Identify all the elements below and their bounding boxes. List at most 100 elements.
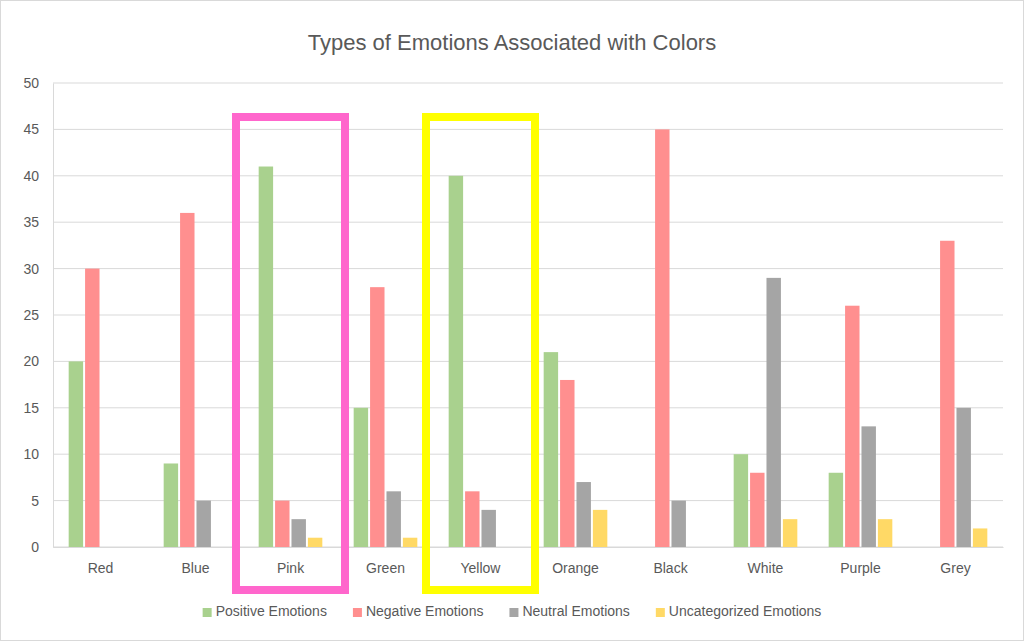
bar xyxy=(386,491,400,547)
bar xyxy=(85,269,99,547)
legend-label: Negative Emotions xyxy=(366,603,484,619)
x-axis: Red Blue Pink Green Yellow Orange Black White Pu… xyxy=(54,547,1004,576)
bar xyxy=(671,501,685,547)
highlights xyxy=(236,117,535,590)
y-tick-label: 20 xyxy=(23,353,39,369)
y-tick: 10 xyxy=(23,446,53,462)
bar xyxy=(829,473,843,547)
legend-item: Positive Emotions xyxy=(203,603,327,619)
bar xyxy=(878,519,892,547)
bar xyxy=(196,501,210,547)
y-tick: 15 xyxy=(23,400,53,416)
chart-frame xyxy=(1,1,1024,641)
grid-line xyxy=(53,83,1003,84)
bar xyxy=(354,408,368,547)
y-tick: 20 xyxy=(23,353,53,369)
x-tick: White xyxy=(748,547,784,576)
x-tick: Red xyxy=(88,547,114,576)
x-tick: Pink xyxy=(277,547,305,576)
bars xyxy=(69,129,988,547)
x-tick-label: Grey xyxy=(940,560,970,576)
grid-line xyxy=(53,129,1003,130)
bar xyxy=(924,547,938,548)
grid-line xyxy=(53,315,1003,316)
bar xyxy=(688,547,702,548)
y-tick-label: 25 xyxy=(23,307,39,323)
bar xyxy=(845,306,859,547)
y-tick: 50 xyxy=(23,75,53,91)
legend-swatch xyxy=(353,608,362,617)
x-tick-label: White xyxy=(748,560,784,576)
y-tick-label: 15 xyxy=(23,400,39,416)
bar xyxy=(766,278,780,547)
x-tick: Black xyxy=(653,547,688,576)
bar-series xyxy=(308,510,987,547)
bar xyxy=(118,547,132,548)
grid-line xyxy=(53,268,1003,269)
x-tick: Blue xyxy=(181,547,209,576)
x-tick-label: Orange xyxy=(552,560,599,576)
legend-item: Negative Emotions xyxy=(353,603,484,619)
bar xyxy=(465,491,479,547)
y-tick: 45 xyxy=(23,121,53,137)
bar xyxy=(101,547,115,548)
bar xyxy=(861,426,875,547)
bar xyxy=(576,482,590,547)
x-tick: Orange xyxy=(552,547,599,576)
grid-line xyxy=(53,407,1003,408)
x-tick-label: Purple xyxy=(840,560,881,576)
bar xyxy=(783,519,797,547)
legend-label: Neutral Emotions xyxy=(522,603,629,619)
y-tick: 40 xyxy=(23,168,53,184)
y-tick-label: 5 xyxy=(31,493,39,509)
legend-swatch xyxy=(203,608,212,617)
x-tick-label: Black xyxy=(653,560,688,576)
bar xyxy=(69,361,83,547)
x-tick: Green xyxy=(366,547,405,576)
bar xyxy=(180,213,194,547)
chart-title: Types of Emotions Associated with Colors xyxy=(308,30,716,55)
bar xyxy=(275,501,289,547)
bar xyxy=(370,287,384,547)
bar xyxy=(449,176,463,547)
x-tick: Grey xyxy=(940,547,970,576)
bar xyxy=(940,241,954,547)
bar xyxy=(639,547,653,548)
legend-swatch xyxy=(656,608,665,617)
bar xyxy=(259,167,273,547)
grid-line xyxy=(53,222,1003,223)
bar xyxy=(308,538,322,547)
y-tick-label: 50 xyxy=(23,75,39,91)
plot-area: 05101520253035404550RedBluePinkGreenYell… xyxy=(23,75,1003,576)
grid-line xyxy=(53,547,1003,548)
grid-line xyxy=(53,175,1003,176)
highlight-box xyxy=(426,117,535,590)
grid-line xyxy=(53,500,1003,501)
x-tick-label: Pink xyxy=(277,560,305,576)
x-tick: Purple xyxy=(840,547,881,576)
legend-swatch xyxy=(509,608,518,617)
y-axis: 05101520253035404550 xyxy=(23,75,53,555)
bar xyxy=(750,473,764,547)
x-tick-label: Green xyxy=(366,560,405,576)
x-tick-label: Red xyxy=(88,560,114,576)
x-tick-label: Yellow xyxy=(461,560,502,576)
x-axis-line xyxy=(54,547,1004,548)
highlight-box xyxy=(236,117,345,590)
legend: Positive Emotions Negative Emotions Neutra… xyxy=(203,603,822,619)
bar-series xyxy=(69,167,843,547)
bar xyxy=(403,538,417,547)
bar xyxy=(734,454,748,547)
bar-series xyxy=(196,278,970,547)
bar xyxy=(213,547,227,548)
bar xyxy=(560,380,574,547)
bar xyxy=(498,547,512,548)
y-tick: 25 xyxy=(23,307,53,323)
bar-series xyxy=(85,129,954,547)
bar xyxy=(973,528,987,547)
grid-line xyxy=(53,454,1003,455)
legend-item: Neutral Emotions xyxy=(509,603,629,619)
y-tick: 35 xyxy=(23,214,53,230)
y-tick: 0 xyxy=(31,539,53,555)
chart: Types of Emotions Associated with Colors… xyxy=(0,0,1024,641)
